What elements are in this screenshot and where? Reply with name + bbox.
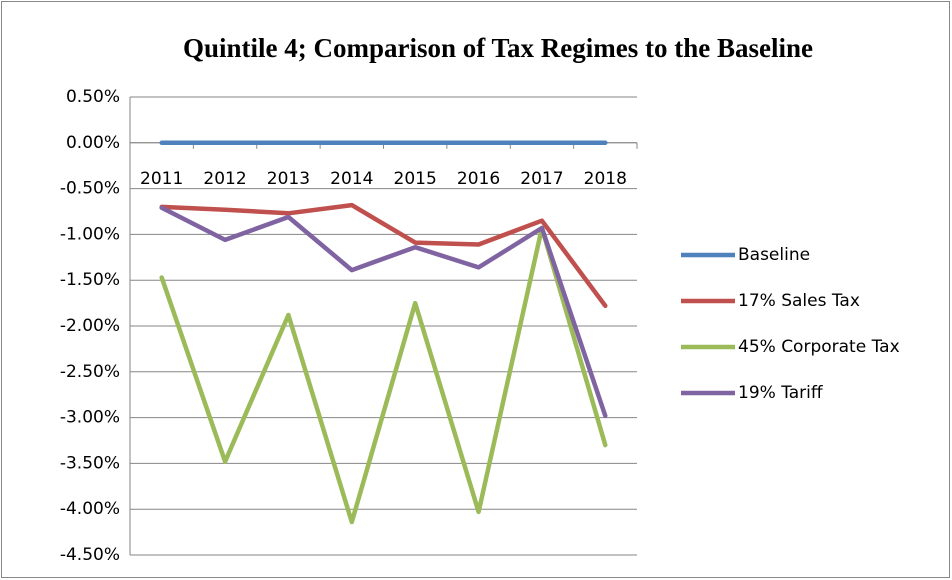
x-tick-label: 2014 — [330, 169, 373, 189]
y-tick-label: -2.50% — [60, 362, 120, 382]
x-tick-label: 2018 — [584, 169, 627, 189]
legend-label: 19% Tariff — [738, 383, 824, 403]
x-tick-label: 2016 — [457, 169, 500, 189]
x-tick-label: 2012 — [203, 169, 246, 189]
y-tick-label: 0.50% — [66, 87, 120, 107]
y-tick-label: -3.00% — [60, 408, 120, 428]
x-tick-label: 2013 — [267, 169, 310, 189]
series-line — [159, 225, 608, 525]
series-line — [159, 205, 608, 419]
y-tick-label: -2.00% — [60, 316, 120, 336]
series-line — [159, 202, 608, 309]
x-tick-label: 2015 — [394, 169, 437, 189]
chart-title: Quintile 4; Comparison of Tax Regimes to… — [183, 33, 813, 63]
x-tick-label: 2017 — [520, 169, 563, 189]
legend-label: 45% Corporate Tax — [738, 337, 900, 357]
y-tick-label: 0.00% — [66, 133, 120, 153]
y-tick-label: -0.50% — [60, 179, 120, 199]
y-tick-label: -4.00% — [60, 499, 120, 519]
x-tick-label: 2011 — [140, 169, 183, 189]
y-tick-label: -1.00% — [60, 224, 120, 244]
legend-label: 17% Sales Tax — [738, 291, 860, 311]
y-tick-label: -1.50% — [60, 270, 120, 290]
legend-label: Baseline — [738, 245, 810, 265]
y-tick-label: -4.50% — [60, 545, 120, 565]
y-tick-label: -3.50% — [60, 453, 120, 473]
